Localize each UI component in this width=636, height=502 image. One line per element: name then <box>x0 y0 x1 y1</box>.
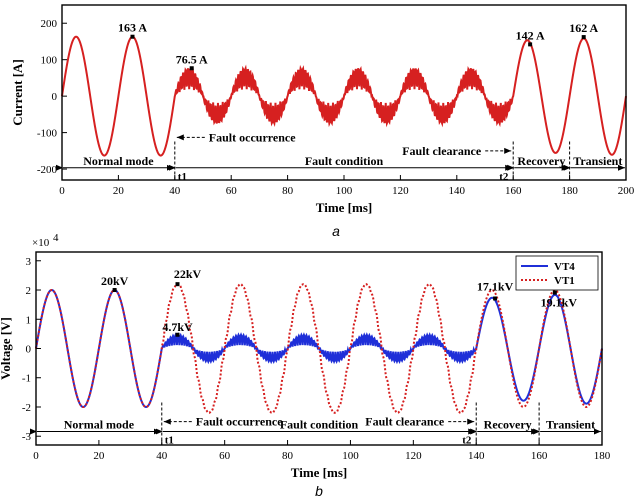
fault-occurrence-label: Fault occurrence <box>196 415 283 429</box>
x-tick-label: 0 <box>59 185 65 197</box>
region-label: Recovery <box>517 154 565 168</box>
x-tick-label: 160 <box>505 185 522 197</box>
x-tick-label: 60 <box>226 185 238 197</box>
x-tick-label: 60 <box>219 450 231 462</box>
x-tick-label: 80 <box>282 450 294 462</box>
region-label: Fault condition <box>305 154 384 168</box>
time-marker-t1: t1 <box>165 434 174 446</box>
peak-annotation: 76.5 A <box>176 52 208 66</box>
x-tick-label: 40 <box>156 450 168 462</box>
legend-label-vt1: VT1 <box>554 275 575 287</box>
x-tick-label: 20 <box>113 185 125 197</box>
peak-annotation: 19.1kV <box>541 296 578 310</box>
y-tick-label: 200 <box>41 18 58 30</box>
x-tick-label: 0 <box>33 450 39 462</box>
x-axis-label: Time [ms] <box>291 465 347 480</box>
y-tick-label: 1 <box>26 314 32 326</box>
peak-marker <box>189 66 194 71</box>
x-tick-label: 180 <box>594 450 611 462</box>
y-tick-label: 0 <box>52 91 58 103</box>
y-tick-label: -100 <box>37 128 58 140</box>
chart-panel-a: 0 20 40 60 80 100 120 140 160 180 200 -200 -100 0 100 2… <box>10 4 635 239</box>
peak-annotation: 163 A <box>118 21 147 35</box>
time-marker-t2: t2 <box>499 171 509 183</box>
time-marker-t2: t2 <box>462 434 472 446</box>
x-axis-label: Time [ms] <box>316 200 372 215</box>
x-tick-label: 80 <box>282 185 294 197</box>
peak-marker <box>175 282 180 287</box>
region-label: Fault condition <box>280 417 359 431</box>
y-tick-label: 0 <box>26 344 32 356</box>
x-tick-label: 200 <box>618 185 635 197</box>
y-tick-label: 3 <box>26 256 32 268</box>
x-tick-label: 160 <box>531 450 548 462</box>
y-tick-label: 100 <box>41 55 58 67</box>
region-label: Transient <box>573 154 622 168</box>
x-tick-label: 40 <box>169 185 181 197</box>
x-tick-label: 140 <box>449 185 466 197</box>
peak-marker <box>175 332 180 337</box>
x-tick-label: 20 <box>93 450 105 462</box>
chart-panel-b: 0 20 40 60 80 100 120 140 160 180 -3 -2 -1 0 1 2 3 Time [… <box>0 232 611 499</box>
peak-marker <box>493 296 498 301</box>
y-axis-label: Current [A] <box>10 59 25 126</box>
x-tick-label: 120 <box>392 185 409 197</box>
x-tick-label: 140 <box>468 450 485 462</box>
peak-marker <box>528 42 533 47</box>
legend-label-vt4: VT4 <box>554 261 575 273</box>
x-tick-label: 180 <box>561 185 578 197</box>
peak-annotation: 20kV <box>101 274 129 288</box>
panel-caption: b <box>315 483 323 499</box>
fault-clearance-label: Fault clearance <box>365 415 445 429</box>
fault-clearance-label: Fault clearance <box>402 144 482 158</box>
peak-annotation: 22kV <box>174 267 202 281</box>
peak-marker <box>112 288 117 293</box>
panel-caption: a <box>332 223 340 239</box>
region-label: Recovery <box>484 417 532 431</box>
y-multiplier: ×10 <box>32 237 50 249</box>
legend-box <box>515 255 599 291</box>
peak-annotation: 17.1kV <box>477 279 514 293</box>
peak-annotation: 142 A <box>516 28 545 42</box>
y-multiplier-exponent: 4 <box>53 232 59 244</box>
peak-annotation: 162 A <box>569 21 598 35</box>
y-tick-label: -2 <box>22 402 31 414</box>
region-label: Normal mode <box>64 417 135 431</box>
peak-marker <box>581 35 586 40</box>
y-tick-label: 2 <box>26 285 32 297</box>
peak-marker <box>130 34 135 39</box>
y-tick-label: -200 <box>37 164 58 176</box>
x-tick-label: 120 <box>405 450 422 462</box>
series-line-current <box>61 35 627 157</box>
time-marker-t1: t1 <box>178 171 187 183</box>
x-tick-label: 100 <box>336 185 353 197</box>
peak-marker <box>552 290 557 295</box>
x-tick-label: 100 <box>342 450 359 462</box>
series-line-vt1 <box>35 283 603 414</box>
y-tick-label: -3 <box>22 431 32 443</box>
region-label: Transient <box>546 417 595 431</box>
fault-occurrence-label: Fault occurrence <box>209 130 296 144</box>
region-label: Normal mode <box>83 154 154 168</box>
y-tick-label: -1 <box>22 373 31 385</box>
y-axis-label: Voltage [V] <box>0 317 13 380</box>
peak-annotation: 4.7kV <box>162 320 193 334</box>
